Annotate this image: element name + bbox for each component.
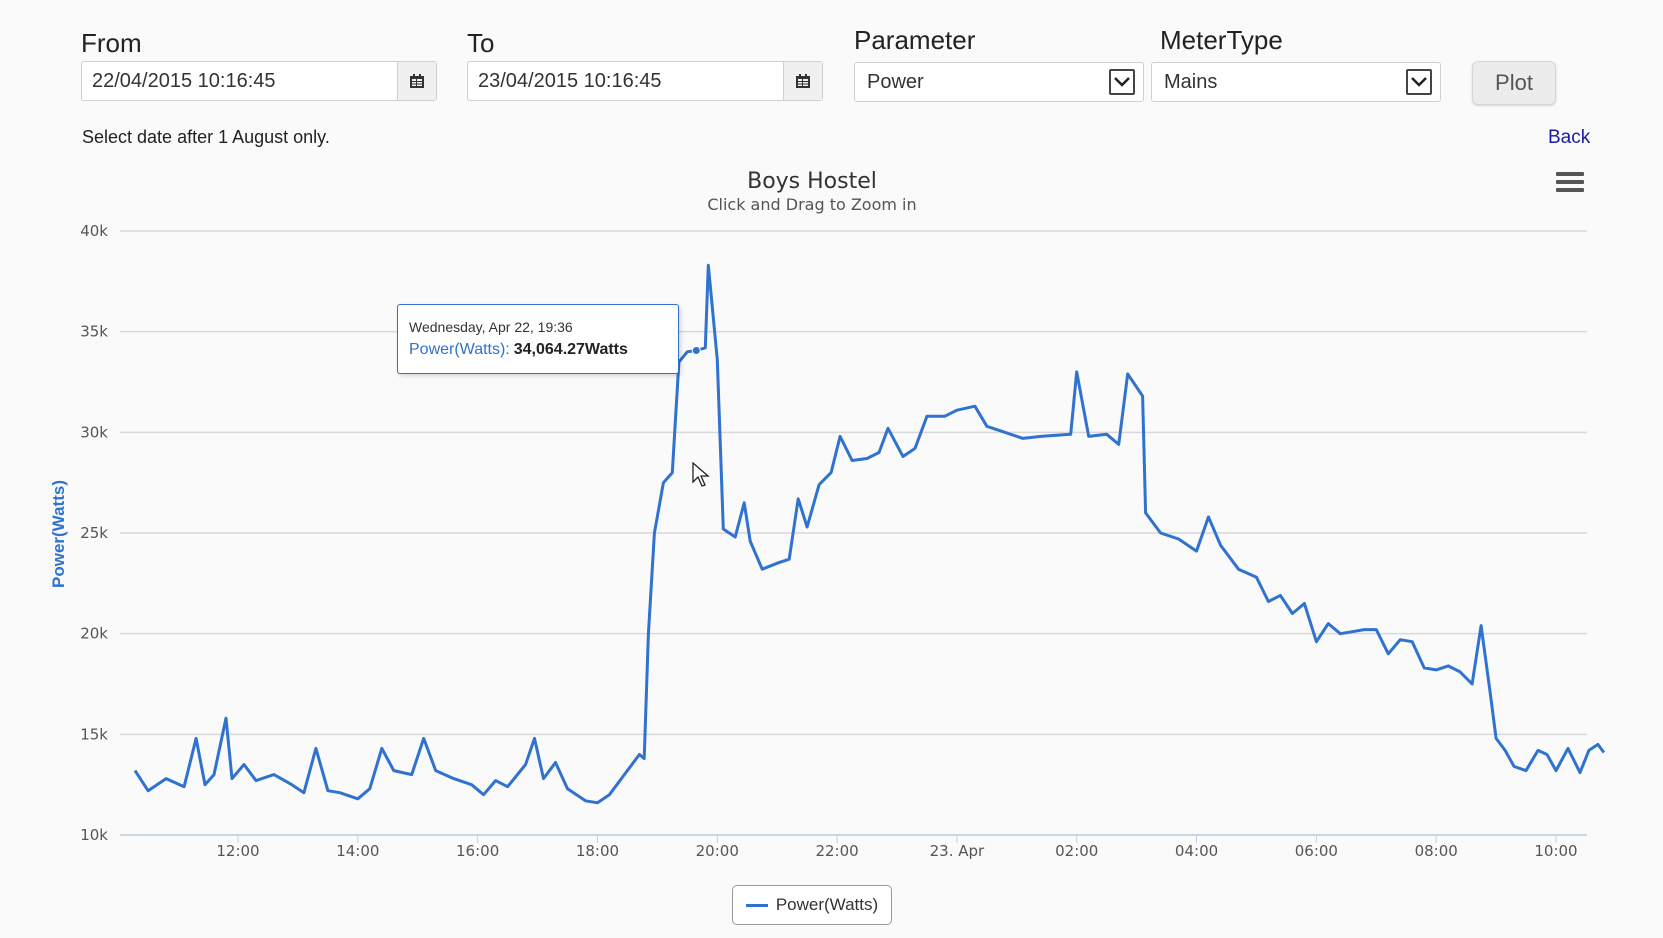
- metertype-label: MeterType: [1160, 25, 1283, 55]
- y-tick-label: 20k: [80, 625, 108, 643]
- tooltip-value: 34,064.27Watts: [513, 341, 628, 358]
- chart-tooltip: Wednesday, Apr 22, 19:36 Power(Watts): 34…: [397, 304, 679, 374]
- from-date-input[interactable]: 22/04/2015 10:16:45: [81, 61, 437, 101]
- back-link[interactable]: Back: [1548, 127, 1591, 148]
- y-tick-label: 10k: [80, 826, 108, 844]
- x-tick-label: 12:00: [216, 842, 259, 860]
- y-tick-label: 15k: [80, 725, 108, 743]
- from-date-value[interactable]: 22/04/2015 10:16:45: [92, 69, 276, 92]
- from-label: From: [81, 28, 142, 58]
- chart-title: Boys Hostel: [747, 169, 877, 194]
- x-axis-ticks: 12:00 14:00 16:00 18:00 20:00 22:00 23. Apr 02:…: [120, 834, 1587, 860]
- parameter-select[interactable]: Power: [854, 62, 1144, 102]
- calendar-icon[interactable]: [397, 62, 436, 100]
- x-tick-label: 04:00: [1175, 842, 1218, 860]
- tooltip-date: Wednesday, Apr 22, 19:36: [409, 319, 573, 335]
- x-tick-label: 02:00: [1055, 842, 1098, 860]
- series-line-power[interactable]: [133, 263, 1606, 805]
- legend-swatch: [745, 903, 768, 907]
- y-tick-label: 30k: [80, 423, 108, 441]
- x-tick-label: 06:00: [1295, 842, 1338, 860]
- parameter-label: Parameter: [854, 25, 976, 55]
- y-axis-label: Power(Watts): [49, 480, 68, 588]
- y-tick-label: 35k: [80, 323, 108, 341]
- x-tick-label: 18:00: [576, 842, 619, 860]
- legend-item-power[interactable]: Power(Watts): [732, 885, 892, 925]
- x-tick-label: 22:00: [815, 842, 858, 860]
- legend-label: Power(Watts): [775, 895, 879, 914]
- chart-subtitle: Click and Drag to Zoom in: [707, 195, 916, 214]
- mouse-pointer-icon: [692, 462, 710, 487]
- date-hint-text: Select date after 1 August only.: [82, 127, 330, 147]
- metertype-value[interactable]: Mains: [1164, 70, 1218, 93]
- chevron-down-icon[interactable]: [1406, 69, 1432, 95]
- to-date-input[interactable]: 23/04/2015 10:16:45: [467, 61, 823, 101]
- x-tick-label: 20:00: [696, 842, 739, 860]
- x-tick-label: 16:00: [456, 842, 499, 860]
- y-tick-label: 25k: [80, 524, 108, 542]
- to-date-value[interactable]: 23/04/2015 10:16:45: [478, 69, 662, 92]
- tooltip-series-name: Power(Watts):: [409, 341, 510, 358]
- x-tick-label: 10:00: [1534, 842, 1577, 860]
- x-tick-label: 08:00: [1415, 842, 1458, 860]
- metertype-select[interactable]: Mains: [1151, 62, 1441, 102]
- calendar-icon[interactable]: [783, 62, 822, 100]
- y-axis-ticks: 10k 15k 20k 25k 30k 35k 40k: [80, 222, 108, 844]
- to-label: To: [467, 28, 495, 58]
- parameter-value[interactable]: Power: [867, 70, 924, 93]
- hamburger-menu-icon[interactable]: [1556, 172, 1584, 194]
- x-tick-label: 14:00: [336, 842, 379, 860]
- x-tick-label: 23. Apr: [930, 842, 985, 860]
- hover-point[interactable]: [691, 346, 701, 356]
- grid-lines: [120, 230, 1587, 836]
- plot-button[interactable]: Plot: [1472, 61, 1556, 105]
- series-layer: [133, 263, 1606, 805]
- y-tick-label: 40k: [80, 222, 108, 240]
- chevron-down-icon[interactable]: [1109, 69, 1135, 95]
